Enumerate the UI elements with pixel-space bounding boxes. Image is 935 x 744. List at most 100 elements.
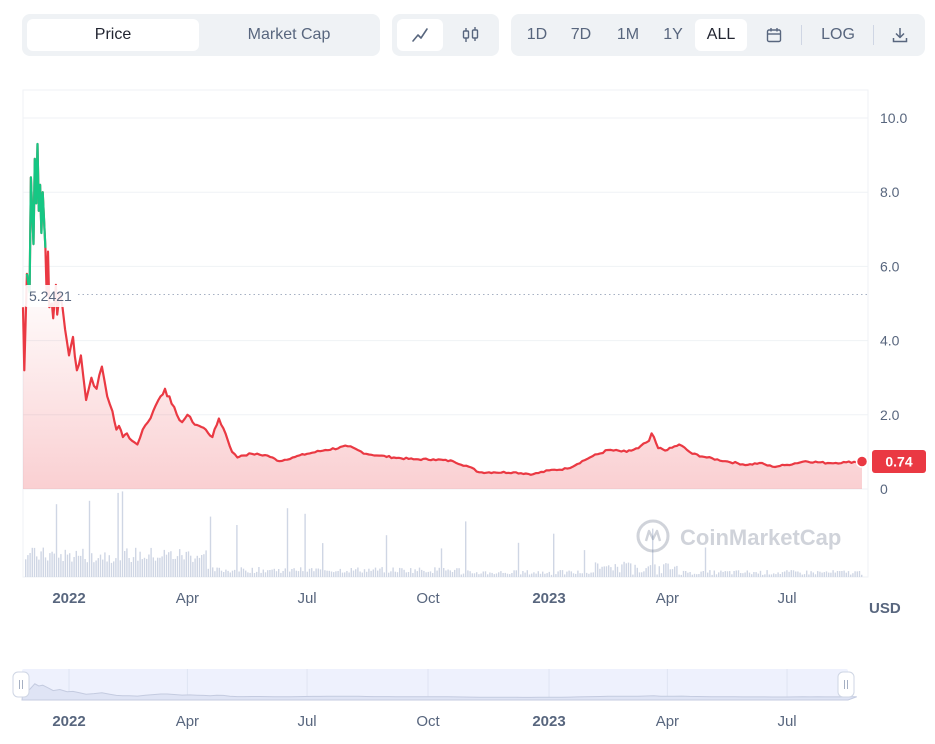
volume-bar (511, 573, 513, 577)
volume-bar (326, 570, 328, 577)
volume-bar (330, 571, 333, 577)
volume-bar (429, 571, 432, 577)
volume-bar (282, 571, 284, 577)
chart-type-toggle (392, 14, 499, 56)
line-chart-icon (411, 26, 429, 44)
volume-bar (500, 571, 502, 577)
candlestick-button[interactable] (448, 19, 494, 51)
volume-bar (344, 572, 346, 577)
metric-toggle: Price Market Cap (22, 14, 380, 56)
volume-bar (421, 569, 423, 577)
volume-bar (245, 570, 247, 577)
calendar-icon (765, 26, 783, 44)
volume-bar (117, 492, 119, 577)
volume-bar (506, 573, 509, 577)
volume-bar (124, 551, 126, 577)
log-scale-button[interactable]: LOG (821, 26, 855, 43)
volume-bar (399, 567, 401, 577)
volume-bar (392, 567, 394, 577)
volume-bar (25, 559, 27, 577)
volume-bar (601, 566, 603, 577)
volume-bar (570, 571, 572, 577)
x-tick-label: 2022 (52, 590, 85, 607)
volume-bar (588, 573, 590, 577)
volume-bar (86, 562, 88, 577)
volume-bar (718, 572, 720, 577)
volume-bar (220, 570, 223, 577)
volume-bar (462, 573, 465, 577)
volume-bar (616, 566, 619, 577)
volume-bar (346, 571, 348, 577)
volume-bar (53, 553, 55, 577)
volume-bar (799, 572, 801, 577)
volume-bar (337, 571, 339, 577)
volume-bar (561, 570, 564, 577)
volume-bar (641, 572, 643, 577)
volume-bar (62, 561, 64, 577)
line-chart-button[interactable] (397, 19, 443, 51)
volume-bar (449, 570, 451, 577)
volume-bar (810, 571, 812, 577)
volume-bar (75, 550, 77, 577)
volume-bar (614, 564, 616, 577)
volume-bar (146, 558, 148, 577)
volume-bar (836, 571, 839, 577)
volume-bar (737, 570, 740, 577)
download-button[interactable] (881, 19, 919, 51)
volume-bar (579, 573, 581, 577)
volume-bar (119, 560, 121, 577)
navigator-handle-right[interactable] (837, 671, 855, 698)
volume-bar (550, 574, 553, 577)
volume-bar (656, 574, 658, 577)
range-1y-button[interactable]: 1Y (663, 26, 683, 43)
volume-bar (777, 572, 779, 577)
volume-bar (271, 569, 273, 577)
market-cap-tab[interactable]: Market Cap (247, 26, 331, 43)
volume-bar (663, 564, 665, 577)
volume-bar (113, 561, 115, 577)
volume-bar (361, 572, 363, 577)
volume-bar (302, 571, 304, 577)
volume-bar (489, 572, 491, 577)
volume-bar (51, 551, 53, 577)
volume-bar (36, 556, 38, 577)
date-range-button[interactable] (754, 19, 794, 51)
range-all-button[interactable]: ALL (695, 19, 747, 51)
range-1m-button[interactable]: 1M (616, 26, 640, 43)
volume-bar (64, 549, 66, 577)
volume-bar (121, 491, 124, 577)
y-tick-label: 0 (880, 481, 888, 497)
volume-bar (44, 557, 47, 577)
volume-bar (209, 516, 212, 577)
volume-bar (227, 570, 229, 577)
volume-bar (592, 572, 594, 577)
volume-bar (396, 572, 399, 577)
volume-bar (185, 551, 187, 577)
volume-bar (99, 554, 102, 577)
volume-bar (366, 571, 368, 577)
volume-bar (385, 535, 388, 577)
volume-bar (768, 574, 770, 577)
volume-bar (198, 557, 201, 577)
volume-bar (161, 556, 163, 577)
volume-bar (517, 542, 520, 577)
range-navigator[interactable] (12, 669, 857, 701)
volume-bar (478, 574, 480, 577)
range-1d-button[interactable]: 1D (526, 26, 548, 43)
volume-bar (676, 565, 678, 577)
volume-bar (784, 571, 786, 577)
volume-bar (568, 570, 570, 577)
volume-bar (645, 568, 647, 577)
range-7d-button[interactable]: 7D (570, 26, 592, 43)
volume-bar (858, 571, 861, 577)
navigator-window[interactable] (22, 669, 848, 700)
volume-bar (753, 572, 755, 577)
volume-bar (168, 552, 170, 577)
y-tick-label: 8.0 (880, 184, 900, 200)
volume-bar (289, 571, 291, 577)
navigator-handle-left[interactable] (12, 671, 30, 698)
price-tab[interactable]: Price (27, 19, 199, 51)
volume-bar (247, 572, 249, 577)
volume-bar (132, 557, 135, 577)
